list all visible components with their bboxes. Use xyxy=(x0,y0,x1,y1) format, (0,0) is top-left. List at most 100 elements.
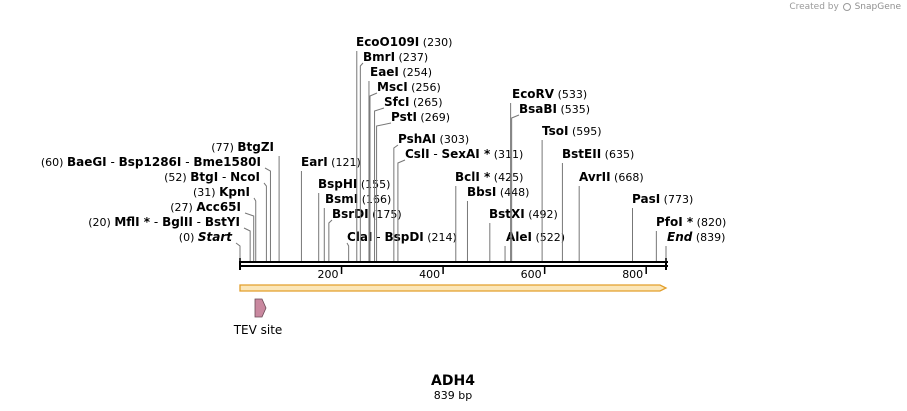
restriction-site[interactable]: EcoRV (533) xyxy=(510,87,588,261)
site-label[interactable]: (31) KpnI xyxy=(193,185,250,199)
enzyme-name[interactable]: BclI * xyxy=(455,170,491,184)
restriction-site[interactable]: (0) Start xyxy=(179,230,241,261)
restriction-site[interactable]: BbsI (448) xyxy=(466,185,529,261)
restriction-site[interactable]: End (839) xyxy=(665,230,725,261)
site-label[interactable]: EcoO109I (230) xyxy=(356,35,452,49)
restriction-site[interactable]: EaeI (254) xyxy=(368,65,432,261)
site-label[interactable]: SfcI (265) xyxy=(384,95,443,109)
restriction-site[interactable]: BstXI (492) xyxy=(489,207,558,261)
enzyme-name[interactable]: SexAI * xyxy=(442,147,491,161)
restriction-site[interactable]: PfoI * (820) xyxy=(655,215,726,261)
site-label[interactable]: (27) Acc65I xyxy=(170,200,241,214)
restriction-site[interactable]: (31) KpnI xyxy=(193,185,257,261)
enzyme-name[interactable]: KpnI xyxy=(219,185,250,199)
site-label[interactable]: MscI (256) xyxy=(377,80,441,94)
enzyme-name[interactable]: EaeI xyxy=(370,65,399,79)
restriction-site[interactable]: (20) MflI * - BglII - BstYI xyxy=(88,215,251,261)
site-label[interactable]: PfoI * (820) xyxy=(656,215,726,229)
enzyme-name[interactable]: PstI xyxy=(391,110,417,124)
site-label[interactable]: BsmI (166) xyxy=(325,192,391,206)
site-label[interactable]: EarI (121) xyxy=(301,155,361,169)
enzyme-name[interactable]: AvrII xyxy=(579,170,611,184)
site-label[interactable]: (77) BtgZI xyxy=(211,140,274,154)
site-label[interactable]: PasI (773) xyxy=(632,192,693,206)
restriction-site[interactable]: (52) BtgI - NcoI xyxy=(164,170,267,261)
site-label[interactable]: (0) Start xyxy=(179,230,233,244)
restriction-site[interactable]: CslI - SexAI * (311) xyxy=(397,147,523,261)
enzyme-name[interactable]: BsmI xyxy=(325,192,358,206)
site-label[interactable]: PstI (269) xyxy=(391,110,450,124)
restriction-site[interactable]: MscI (256) xyxy=(369,80,441,261)
enzyme-name[interactable]: BsaBI xyxy=(519,102,557,116)
enzyme-name[interactable]: CslI xyxy=(405,147,430,161)
enzyme-name[interactable]: BaeGI xyxy=(67,155,107,169)
restriction-site[interactable]: PasI (773) xyxy=(631,192,693,261)
restriction-site[interactable]: BsaBI (535) xyxy=(511,102,590,261)
site-label[interactable]: CslI - SexAI * (311) xyxy=(405,147,523,161)
restriction-site[interactable]: BmrI (237) xyxy=(359,50,428,261)
enzyme-name[interactable]: SfcI xyxy=(384,95,409,109)
enzyme-name[interactable]: BspHI xyxy=(318,177,357,191)
enzyme-name[interactable]: Bsp1286I xyxy=(119,155,182,169)
site-label[interactable]: BstXI (492) xyxy=(489,207,558,221)
enzyme-name[interactable]: BstXI xyxy=(489,207,525,221)
enzyme-name[interactable]: PasI xyxy=(632,192,660,206)
restriction-site[interactable]: TsoI (595) xyxy=(541,124,602,261)
enzyme-name[interactable]: BbsI xyxy=(467,185,496,199)
restriction-site[interactable]: PshAI (303) xyxy=(393,132,469,261)
enzyme-name[interactable]: EarI xyxy=(301,155,328,169)
enzyme-name[interactable]: AleI xyxy=(506,230,532,244)
restriction-site[interactable]: BspHI (155) xyxy=(318,177,390,261)
site-label[interactable]: (52) BtgI - NcoI xyxy=(164,170,260,184)
enzyme-name[interactable]: MflI * xyxy=(114,215,150,229)
enzyme-name[interactable]: TsoI xyxy=(542,124,568,138)
restriction-site[interactable]: SfcI (265) xyxy=(374,95,443,261)
enzyme-name[interactable]: BmrI xyxy=(363,50,395,64)
tev-site-arrow[interactable] xyxy=(254,298,267,318)
site-label[interactable]: BmrI (237) xyxy=(363,50,428,64)
enzyme-name[interactable]: BstEII xyxy=(562,147,601,161)
site-label[interactable]: AleI (522) xyxy=(506,230,565,244)
restriction-site[interactable]: AvrII (668) xyxy=(578,170,644,261)
enzyme-name[interactable]: EcoRV xyxy=(512,87,555,101)
enzyme-name[interactable]: NcoI xyxy=(230,170,260,184)
enzyme-name[interactable]: ClaI xyxy=(347,230,372,244)
enzyme-name[interactable]: PfoI * xyxy=(656,215,694,229)
site-label[interactable]: BstEII (635) xyxy=(562,147,634,161)
site-label[interactable]: EcoRV (533) xyxy=(512,87,587,101)
enzyme-name[interactable]: BtgZI xyxy=(237,140,274,154)
restriction-site[interactable]: (60) BaeGI - Bsp1286I - Bme1580I xyxy=(41,155,271,261)
site-label[interactable]: PshAI (303) xyxy=(398,132,469,146)
restriction-site[interactable]: EcoO109I (230) xyxy=(356,35,452,261)
restriction-site[interactable]: PstI (269) xyxy=(376,110,450,261)
enzyme-name[interactable]: BspDI xyxy=(384,230,423,244)
restriction-site[interactable]: BstEII (635) xyxy=(561,147,634,261)
enzyme-name[interactable]: BstYI xyxy=(205,215,240,229)
enzyme-name[interactable]: PshAI xyxy=(398,132,436,146)
restriction-site[interactable]: BsmI (166) xyxy=(323,192,391,261)
site-label[interactable]: EaeI (254) xyxy=(370,65,432,79)
restriction-site[interactable]: AleI (522) xyxy=(504,230,565,261)
site-label[interactable]: BclI * (425) xyxy=(455,170,523,184)
enzyme-name[interactable]: Bme1580I xyxy=(193,155,261,169)
site-label[interactable]: TsoI (595) xyxy=(542,124,602,138)
site-label[interactable]: AvrII (668) xyxy=(579,170,644,184)
site-label[interactable]: BsaBI (535) xyxy=(519,102,590,116)
site-label[interactable]: ClaI - BspDI (214) xyxy=(347,230,457,244)
enzyme-name[interactable]: MscI xyxy=(377,80,408,94)
enzyme-name[interactable]: Start xyxy=(198,230,233,244)
restriction-site[interactable]: (27) Acc65I xyxy=(170,200,255,261)
enzyme-name[interactable]: BsrDI xyxy=(332,207,369,221)
site-label[interactable]: BsrDI (175) xyxy=(332,207,402,221)
site-label[interactable]: (60) BaeGI - Bsp1286I - Bme1580I xyxy=(41,155,261,169)
site-label[interactable]: (20) MflI * - BglII - BstYI xyxy=(88,215,240,229)
restriction-site[interactable]: (77) BtgZI xyxy=(211,140,280,261)
enzyme-name[interactable]: End xyxy=(667,230,693,244)
restriction-site[interactable]: EarI (121) xyxy=(300,155,361,261)
restriction-site[interactable]: BclI * (425) xyxy=(455,170,523,261)
site-label[interactable]: BbsI (448) xyxy=(467,185,529,199)
enzyme-name[interactable]: EcoO109I xyxy=(356,35,419,49)
site-label[interactable]: End (839) xyxy=(667,230,725,244)
site-label[interactable]: BspHI (155) xyxy=(318,177,390,191)
restriction-site[interactable]: ClaI - BspDI (214) xyxy=(346,230,457,261)
